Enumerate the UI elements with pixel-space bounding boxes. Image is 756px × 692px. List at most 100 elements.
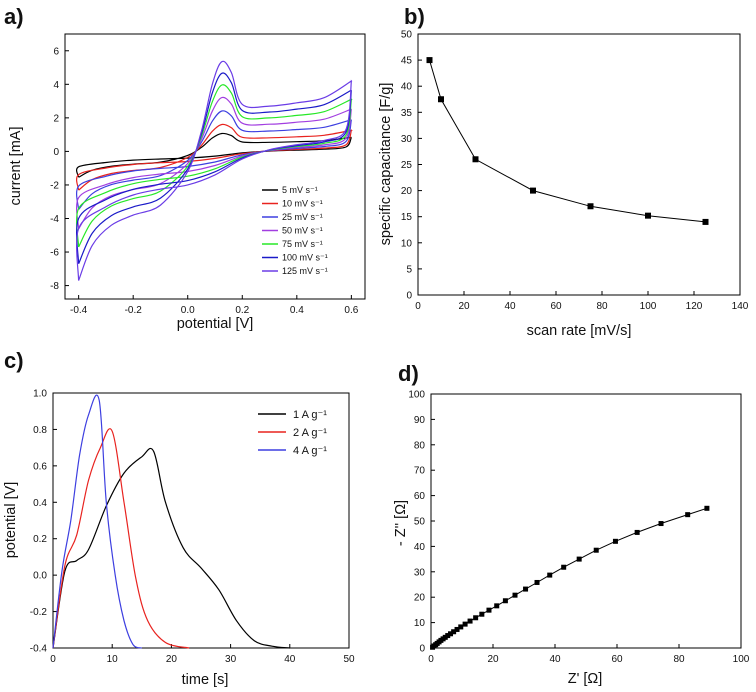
panel-d-letter: d) <box>398 361 419 386</box>
nyquist-line <box>432 507 708 648</box>
panel-b-ylabel: specific capacitance [F/g] <box>378 83 394 246</box>
panel-d-xtick-label: 100 <box>733 654 750 665</box>
panel-b-ytick-label: 40 <box>401 82 413 93</box>
panel-c-ylabel: potential [V] <box>3 482 19 559</box>
panel-c-plot-frame <box>52 392 350 649</box>
panel-c-xtick-label: 10 <box>107 654 119 665</box>
panel-c-xtick-label: 20 <box>166 654 178 665</box>
nyquist-point <box>512 592 518 598</box>
nyquist-point <box>462 621 468 627</box>
panel-d-plot-frame <box>430 393 742 649</box>
panel-a-letter: a) <box>4 4 24 29</box>
panel-a-xtick-label: -0.4 <box>70 305 88 316</box>
panel-a-ytick-label: -8 <box>50 281 59 292</box>
legend-label: 1 A g⁻¹ <box>293 409 327 421</box>
panel-a-ticks: -0.4 -0.2 0.0 0.2 0.4 0.6 6 4 2 0 -2 -4 -6 -8 <box>50 46 359 316</box>
nyquist-point <box>479 611 485 617</box>
panel-b-xtick-label: 80 <box>596 301 608 312</box>
panel-c-ytick-label: 1.0 <box>33 389 47 400</box>
nyquist-point <box>576 556 582 562</box>
gcd-curve-3 <box>52 394 143 649</box>
panel-c-curves <box>52 394 290 649</box>
panel-a-ylabel: current [mA] <box>8 127 24 206</box>
capacitance-point <box>472 156 479 163</box>
panel-b-series <box>426 57 709 225</box>
panel-b-ytick-label: 10 <box>401 238 413 249</box>
panel-b-xtick-label: 20 <box>458 301 470 312</box>
panel-d-ytick-label: 10 <box>414 618 426 629</box>
panel-d-ytick-label: 100 <box>408 390 425 401</box>
panel-a-curves <box>76 60 353 281</box>
legend-label: 10 mV s⁻¹ <box>282 199 323 209</box>
nyquist-point <box>612 538 618 544</box>
panel-a-ytick-label: 6 <box>53 46 59 57</box>
cv-curve-3 <box>76 110 352 210</box>
panel-c-ytick-label: -0.2 <box>30 607 48 618</box>
nyquist-point <box>523 586 529 592</box>
panel-d-series <box>430 505 710 650</box>
nyquist-point <box>634 529 640 535</box>
nyquist-point <box>561 564 567 570</box>
panel-d-ytick-label: 80 <box>414 440 426 451</box>
panel-b-ytick-label: 20 <box>401 186 413 197</box>
panel-d-ytick-label: 30 <box>414 567 426 578</box>
panel-d-ytick-label: 50 <box>414 517 426 528</box>
panel-a-xtick-label: 0.0 <box>181 305 195 316</box>
panel-c-ytick-label: 0.4 <box>33 498 47 509</box>
capacitance-point <box>645 212 651 219</box>
panel-a-ytick-label: 4 <box>53 80 59 91</box>
panel-c-legend: 1 A g⁻¹ 2 A g⁻¹ 4 A g⁻¹ <box>258 409 327 457</box>
panel-b-ytick-label: 45 <box>401 56 413 67</box>
panel-c-xtick-label: 30 <box>225 654 237 665</box>
capacitance-point <box>530 187 536 194</box>
cv-curve-2 <box>76 123 353 191</box>
panel-a-xtick-label: -0.2 <box>125 305 143 316</box>
panel-c-ytick-label: 0.8 <box>33 425 47 436</box>
panel-c-xlabel: time [s] <box>182 672 229 688</box>
panel-c-ytick-label: 0.6 <box>33 461 47 472</box>
cv-curve-1 <box>76 132 352 178</box>
panel-a-ytick-label: -6 <box>50 248 59 259</box>
panel-c-xtick-label: 0 <box>50 654 56 665</box>
cv-curve-6 <box>76 72 352 265</box>
panel-b-ytick-label: 5 <box>406 264 412 275</box>
nyquist-point <box>454 626 460 632</box>
panel-c-ytick-label: -0.4 <box>30 644 48 655</box>
panel-b-xtick-label: 40 <box>504 301 516 312</box>
nyquist-point <box>451 629 457 635</box>
capacitance-point <box>702 218 709 225</box>
legend-label: 125 mV s⁻¹ <box>282 266 328 276</box>
nyquist-point <box>593 547 599 553</box>
capacitance-point <box>426 57 433 64</box>
legend-label: 4 A g⁻¹ <box>293 445 327 457</box>
nyquist-point <box>458 624 464 630</box>
nyquist-point <box>685 512 691 518</box>
panel-c-xtick-label: 40 <box>284 654 296 665</box>
panel-a-ytick-label: -2 <box>50 180 59 191</box>
panel-d-xtick-label: 80 <box>673 654 685 665</box>
panel-b-ytick-label: 30 <box>401 134 413 145</box>
panel-d-ytick-label: 90 <box>414 415 426 426</box>
capacitance-point <box>438 96 444 103</box>
nyquist-point <box>547 572 553 578</box>
panel-a-ytick-label: 0 <box>53 147 59 158</box>
legend-label: 2 A g⁻¹ <box>293 427 327 439</box>
panel-c-letter: c) <box>4 348 24 373</box>
panel-b-xtick-label: 120 <box>686 301 703 312</box>
legend-label: 100 mV s⁻¹ <box>282 253 328 263</box>
panel-d-ytick-label: 20 <box>414 593 426 604</box>
capacitance-line <box>429 59 706 223</box>
panel-d-ytick-label: 70 <box>414 466 426 477</box>
nyquist-point <box>704 505 710 511</box>
panel-c-ticks: 0 10 20 30 40 50 1.0 0.8 0.6 0.4 0.2 0.0 -0.2 -0.4 <box>30 389 355 666</box>
nyquist-point <box>534 579 540 585</box>
nyquist-point <box>502 598 508 604</box>
cv-curve-4 <box>76 96 352 230</box>
panel-b-plot-frame <box>417 33 741 296</box>
panel-c-xtick-label: 50 <box>343 654 355 665</box>
panel-b-ytick-label: 25 <box>401 160 413 171</box>
panel-b-ytick-label: 15 <box>401 212 413 223</box>
nyquist-point <box>658 521 664 527</box>
